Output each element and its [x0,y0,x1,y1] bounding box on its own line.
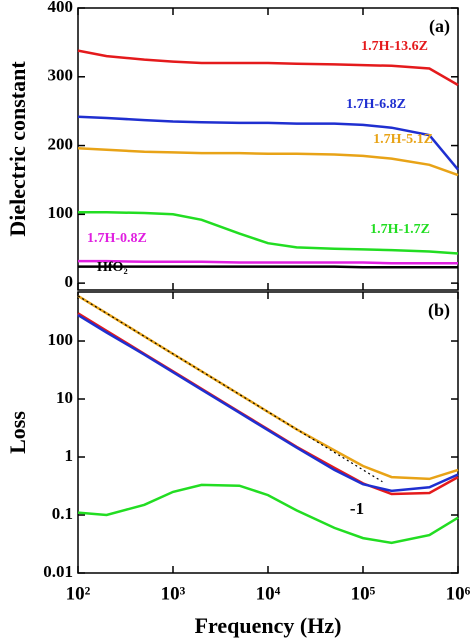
series-line [77,294,459,481]
series-line [78,211,459,255]
series-line [77,483,459,545]
series-line [78,265,458,269]
series-line [77,147,459,177]
y-axis-title: Dielectric constant [5,61,30,237]
series-label: 1.7H-6.8Z [346,97,406,112]
x-tick-label: 10² [66,583,91,604]
panel-label: (b) [428,300,450,321]
x-tick-label: 10⁶ [446,583,471,604]
series-line [77,49,459,87]
series-label: 1.7H-13.6Z [361,39,428,54]
series-line [78,259,458,265]
series-label: 1.7H-5.1Z [373,132,433,147]
series-label: HfO₂ [97,260,128,275]
y-tick-label: 1 [65,446,74,465]
series-label: 1.7H-1.7Z [370,222,430,237]
y-tick-label: 100 [48,203,74,222]
x-tick-label: 10⁵ [351,583,376,604]
series-line [77,314,459,493]
y-axis-title: Loss [5,411,30,454]
y-tick-label: 0.01 [43,562,73,581]
y-tick-label: 100 [48,330,74,349]
x-tick-label: 10³ [161,583,186,604]
slope-label: -1 [350,499,364,518]
y-tick-label: 300 [48,66,74,85]
x-tick-label: 10⁴ [256,583,281,604]
x-axis-title: Frequency (Hz) [195,613,342,638]
panel-label: (a) [429,16,450,37]
y-tick-label: 0 [65,272,74,291]
series-line [77,115,459,171]
series-label: 1.7H-0.8Z [87,231,147,246]
y-tick-label: 400 [48,0,74,16]
plot-frame [77,291,459,574]
series-line [77,312,459,496]
y-tick-label: 200 [48,134,74,153]
y-tick-label: 10 [56,388,73,407]
y-tick-label: 0.1 [52,504,73,523]
